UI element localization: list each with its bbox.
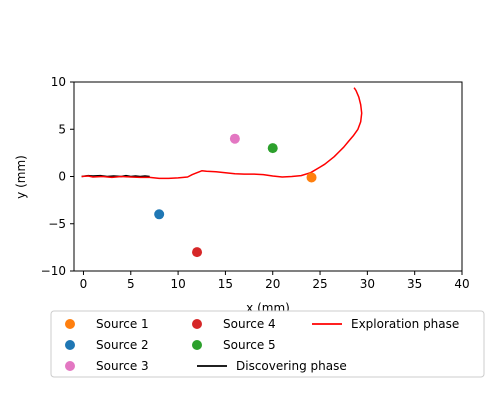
legend-label: Source 5	[223, 338, 276, 352]
y-tick-label: 10	[51, 75, 66, 89]
legend: Source 1 Source 2 Source 3 Source 4 Source 5…	[50, 310, 485, 378]
series-line-2	[81, 87, 363, 180]
legend-label: Source 3	[96, 359, 149, 373]
legend-label: Source 4	[223, 317, 276, 331]
legend-marker	[65, 340, 75, 350]
legend-label: Source 2	[96, 338, 149, 352]
legend-marker	[192, 340, 202, 350]
legend-label: Discovering phase	[236, 359, 347, 373]
y-tick-label: −5	[48, 217, 66, 231]
x-tick-label: 40	[454, 277, 469, 291]
legend-items: Source 1 Source 2 Source 3 Source 4 Source 5…	[65, 317, 459, 373]
legend-frame	[50, 310, 485, 378]
source-point-3	[229, 133, 240, 144]
legend-marker	[192, 319, 202, 329]
source-point-2	[154, 209, 165, 220]
legend-label: Source 1	[96, 317, 149, 331]
source-point-1	[306, 172, 317, 183]
source-point-5	[267, 143, 278, 154]
x-axis-ticks: 0 5 10 15 20 25 30 35 40	[80, 271, 470, 291]
legend-marker	[65, 319, 75, 329]
x-tick-label: 10	[170, 277, 185, 291]
x-tick-label: 30	[360, 277, 375, 291]
x-tick-label: 20	[265, 277, 280, 291]
x-tick-label: 35	[407, 277, 422, 291]
y-tick-label: −10	[41, 264, 66, 278]
legend-label: Exploration phase	[351, 317, 459, 331]
source-point-4	[192, 247, 203, 258]
x-tick-label: 0	[80, 277, 88, 291]
x-tick-label: 15	[218, 277, 233, 291]
data-lines	[81, 87, 363, 180]
x-tick-label: 5	[127, 277, 135, 291]
data-points	[154, 133, 317, 258]
y-tick-label: 5	[58, 122, 66, 136]
y-axis-label: y (mm)	[14, 155, 28, 199]
x-tick-label: 25	[312, 277, 327, 291]
legend-marker	[65, 361, 75, 371]
y-tick-label: 0	[58, 170, 66, 184]
y-axis-ticks: 10 5 0 −5 −10	[41, 75, 74, 278]
